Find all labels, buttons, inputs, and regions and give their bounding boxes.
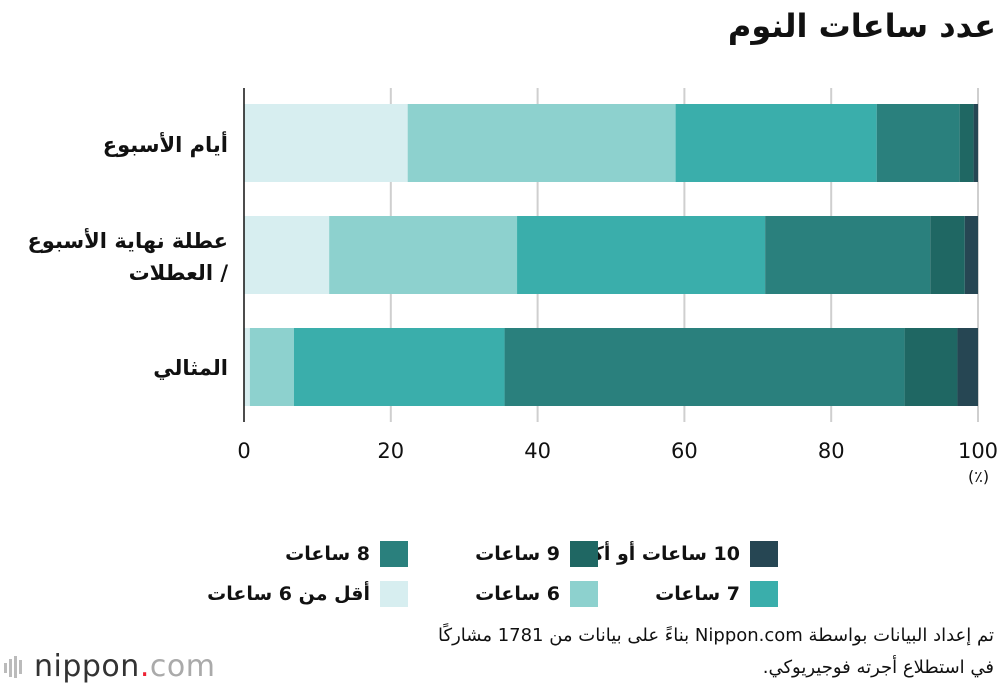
legend-item: 8 ساعات [218, 540, 408, 568]
category-label: عطلة نهاية الأسبوع / العطلات [2, 225, 228, 289]
x-tick-label: 80 [818, 439, 845, 463]
logo-suffix: com [149, 648, 216, 684]
bar-segment [675, 104, 877, 182]
bar-segment [959, 104, 974, 182]
logo-main: nippon [34, 648, 140, 684]
legend-label: 8 ساعات [285, 543, 370, 565]
x-axis-unit: (٪) [968, 467, 990, 486]
legend-label: أقل من 6 ساعات [207, 583, 370, 605]
bar-segment [244, 328, 250, 406]
legend-swatch [570, 581, 598, 607]
category-label: أيام الأسبوع [2, 129, 228, 161]
legend-swatch [380, 581, 408, 607]
x-tick-label: 0 [237, 439, 250, 463]
bar-segment [407, 104, 676, 182]
legend-swatch [750, 581, 778, 607]
bar-segment [904, 328, 958, 406]
bar-segment [244, 216, 330, 294]
bar-segment [765, 216, 931, 294]
x-tick-label: 100 [958, 439, 998, 463]
source-line-2: في استطلاع أجرته فوجيريوكي. [762, 657, 994, 678]
legend-swatch [380, 541, 408, 567]
bar-segment [964, 216, 978, 294]
bar-segment [957, 328, 978, 406]
legend-item: 7 ساعات [598, 580, 778, 608]
legend-label: 9 ساعات [475, 543, 560, 565]
logo-text: nippon.com [34, 649, 215, 684]
category-label: المثالي [2, 352, 228, 384]
bar-segment [930, 216, 965, 294]
legend-item: 9 ساعات [408, 540, 598, 568]
bar-segment [249, 328, 294, 406]
logo-dot: . [139, 648, 150, 684]
bar-segment [517, 216, 766, 294]
nippon-logo[interactable]: nippon.com [4, 648, 215, 684]
bar-segment [876, 104, 960, 182]
chart-title: عدد ساعات النوم [727, 7, 996, 45]
legend-swatch [570, 541, 598, 567]
bar-segment [504, 328, 905, 406]
bar-segment [244, 104, 408, 182]
source-note: تم إعداد البيانات بواسطة Nippon.com بناء… [294, 620, 994, 684]
bar-segment [293, 328, 505, 406]
category-label-line: / العطلات [128, 261, 228, 285]
legend-swatch [750, 541, 778, 567]
legend-label: 7 ساعات [655, 583, 740, 605]
signal-bars-icon [4, 656, 22, 678]
legend-item: 10 ساعات أو أكثر [573, 540, 778, 568]
x-tick-label: 60 [671, 439, 698, 463]
category-label-line: المثالي [153, 356, 228, 380]
x-tick-label: 40 [524, 439, 551, 463]
category-label-line: أيام الأسبوع [102, 133, 228, 157]
stacked-bar-chart: 0 20 40 60 80 100 [237, 88, 998, 463]
source-line-1: تم إعداد البيانات بواسطة Nippon.com بناء… [438, 625, 994, 646]
legend: 10 ساعات أو أكثر 9 ساعات 8 ساعات 7 ساعات 6 س… [207, 540, 778, 608]
legend-item: 6 ساعات [408, 580, 598, 608]
legend-item: أقل من 6 ساعات [207, 580, 408, 608]
bar-segment [973, 104, 978, 182]
legend-label: 10 ساعات أو أكثر [573, 543, 740, 565]
category-label-line: عطلة نهاية الأسبوع [27, 229, 228, 253]
bar-segment [329, 216, 518, 294]
legend-label: 6 ساعات [475, 583, 560, 605]
x-tick-label: 20 [377, 439, 404, 463]
